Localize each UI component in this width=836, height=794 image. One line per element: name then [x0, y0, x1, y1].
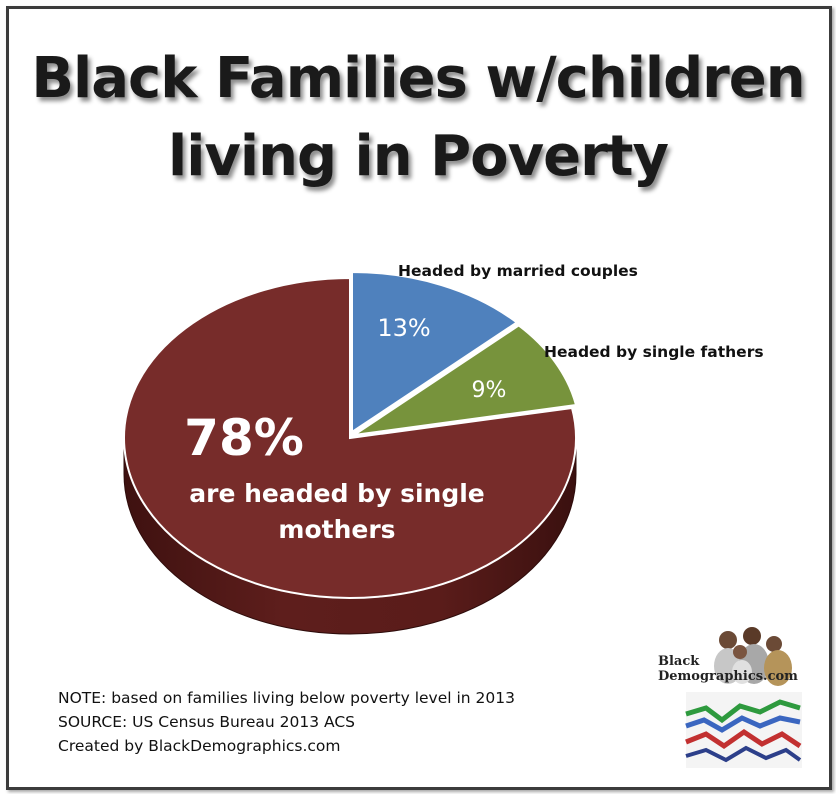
title-line-2: living in Poverty: [168, 124, 669, 189]
data-label-married-couples: 13%: [377, 314, 430, 342]
logo-graphic-icon: [685, 627, 802, 768]
pie-slice-headed-by-single-fathers: [353, 324, 578, 436]
chart-notes: NOTE: based on families living below pov…: [58, 686, 515, 758]
source-text: SOURCE: US Census Bureau 2013 ACS: [58, 713, 355, 731]
logo-text: Black Demographics.com: [658, 654, 798, 684]
category-label-married-couples: Headed by married couples: [398, 262, 638, 280]
black-demographics-logo: Black Demographics.com: [656, 622, 806, 772]
note-text: NOTE: based on families living below pov…: [58, 689, 515, 707]
logo-line-2: Demographics.com: [658, 669, 798, 684]
chart-title: Black Families w/children living in Pove…: [0, 40, 836, 196]
data-label-single-fathers: 9%: [472, 378, 507, 403]
created-by-text: Created by BlackDemographics.com: [58, 737, 341, 755]
title-line-1: Black Families w/children: [31, 46, 805, 111]
data-label-single-mothers: 78%: [184, 409, 304, 467]
category-label-single-fathers: Headed by single fathers: [544, 343, 764, 361]
pie-slice-headed-by-married-couples: [351, 270, 519, 434]
pie-slice-are-headed-by-single-mothers: [123, 276, 577, 599]
category-label-single-mothers-line-2: mothers: [278, 515, 395, 544]
logo-line-1: Black: [658, 654, 700, 669]
category-label-single-mothers-line-1: are headed by single: [189, 479, 485, 508]
